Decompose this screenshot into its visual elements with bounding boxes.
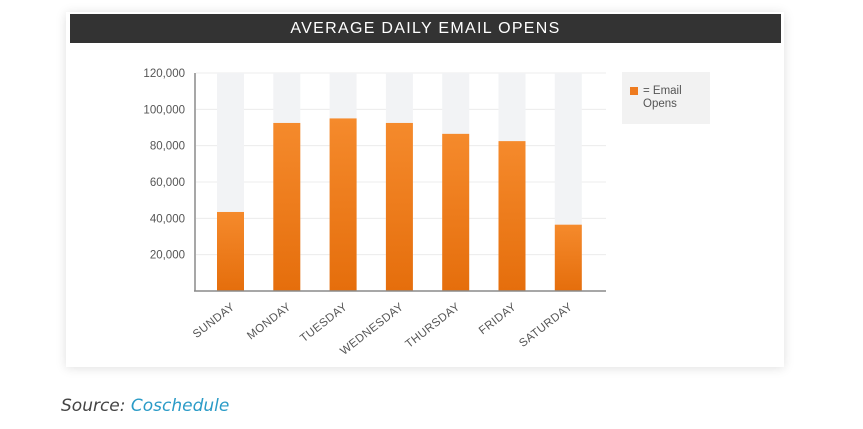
- chart-card: AVERAGE DAILY EMAIL OPENS 20,000 40,000 60…: [66, 12, 784, 367]
- y-tick-label: 120,000: [143, 68, 185, 80]
- bar-saturday: [554, 224, 582, 291]
- y-tick-label: 80,000: [150, 141, 185, 153]
- y-tick-label: 100,000: [143, 104, 185, 116]
- x-tick-label: FRIDAY: [477, 301, 519, 337]
- x-tick-label: SUNDAY: [191, 301, 237, 341]
- x-tick-label: SATURDAY: [517, 301, 575, 350]
- bar-tuesday: [329, 118, 357, 292]
- legend-swatch: [630, 87, 638, 95]
- bar-friday: [498, 141, 526, 291]
- source-caption: Source: Coschedule: [61, 396, 229, 416]
- y-tick-labels: 20,000 40,000 60,000 80,000 100,000 120,000: [143, 68, 185, 262]
- y-tick-label: 60,000: [150, 177, 185, 189]
- source-link[interactable]: Coschedule: [130, 396, 230, 416]
- y-tick-label: 20,000: [150, 250, 185, 262]
- source-prefix: Source:: [61, 396, 126, 416]
- bar-monday: [273, 122, 301, 291]
- x-tick-label: TUESDAY: [298, 301, 350, 345]
- bars: [217, 118, 582, 292]
- chart-title: AVERAGE DAILY EMAIL OPENS: [70, 14, 781, 43]
- x-tick-label: MONDAY: [245, 301, 293, 342]
- legend: = Email Opens: [622, 72, 710, 124]
- legend-label: = Email Opens: [643, 85, 682, 110]
- bar-wednesday: [385, 122, 413, 291]
- bar-chart: 20,000 40,000 60,000 80,000 100,000 120,000 S…: [143, 68, 606, 358]
- bar-sunday: [217, 211, 244, 291]
- x-tick-label: THURSDAY: [403, 301, 462, 351]
- bar-thursday: [442, 133, 470, 291]
- y-tick-label: 40,000: [150, 213, 185, 225]
